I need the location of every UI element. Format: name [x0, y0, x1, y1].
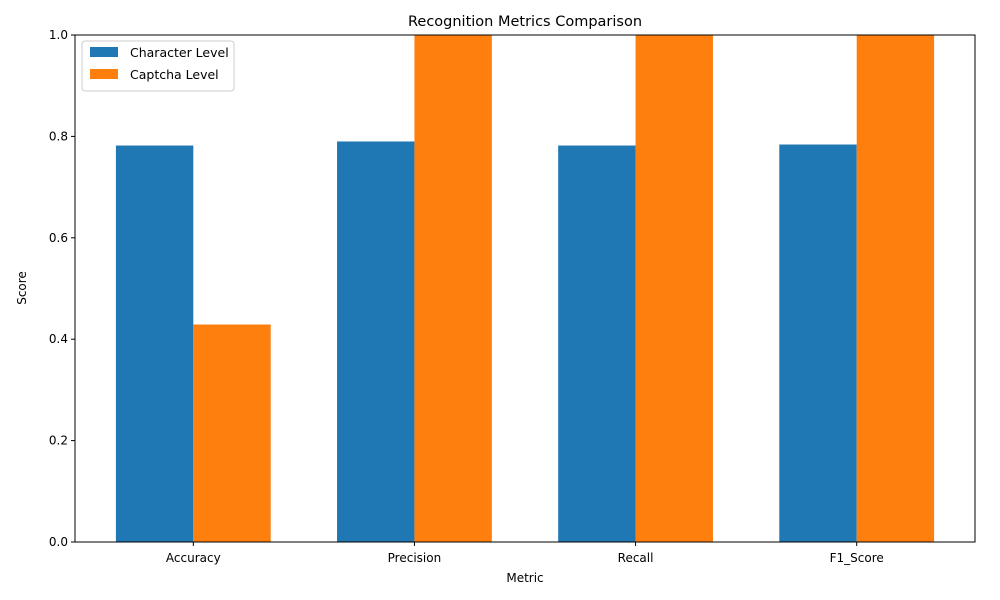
- legend-label: Character Level: [130, 45, 229, 60]
- bar-character-recall: [558, 145, 636, 542]
- legend-box: [81, 40, 235, 92]
- y-axis-ticks: 0.0 0.2 0.4 0.6 0.8 1.0: [49, 28, 75, 549]
- x-axis-label: Metric: [506, 571, 543, 585]
- x-tick-label: Recall: [618, 551, 654, 565]
- legend-label: Captcha Level: [130, 67, 219, 82]
- y-axis-label: Score: [15, 271, 29, 305]
- bar-character-precision: [337, 141, 415, 542]
- x-tick-label: F1_Score: [830, 551, 884, 565]
- bar-captcha-recall: [635, 35, 713, 542]
- bars-group: [115, 35, 935, 542]
- legend-swatch: [90, 47, 118, 57]
- legend-swatch: [90, 69, 118, 79]
- legend: Character Level Captcha Level: [81, 40, 235, 92]
- x-tick-label: Accuracy: [166, 551, 221, 565]
- x-axis-ticks: Accuracy Precision Recall F1_Score: [166, 542, 884, 565]
- y-tick-label: 0.6: [49, 231, 68, 245]
- bar-character-f1_score: [779, 144, 857, 542]
- bar-captcha-f1_score: [856, 35, 935, 542]
- bar-captcha-accuracy: [193, 324, 271, 542]
- chart-title: Recognition Metrics Comparison: [408, 14, 642, 30]
- plot-frame: [74, 34, 976, 543]
- y-tick-label: 0.8: [49, 129, 68, 143]
- y-tick-label: 0.4: [49, 332, 68, 346]
- y-tick-label: 1.0: [49, 28, 68, 42]
- bar-character-accuracy: [115, 145, 194, 542]
- y-tick-label: 0.2: [49, 434, 68, 448]
- x-tick-label: Precision: [388, 551, 442, 565]
- bar-captcha-precision: [414, 35, 492, 542]
- y-tick-label: 0.0: [49, 535, 68, 549]
